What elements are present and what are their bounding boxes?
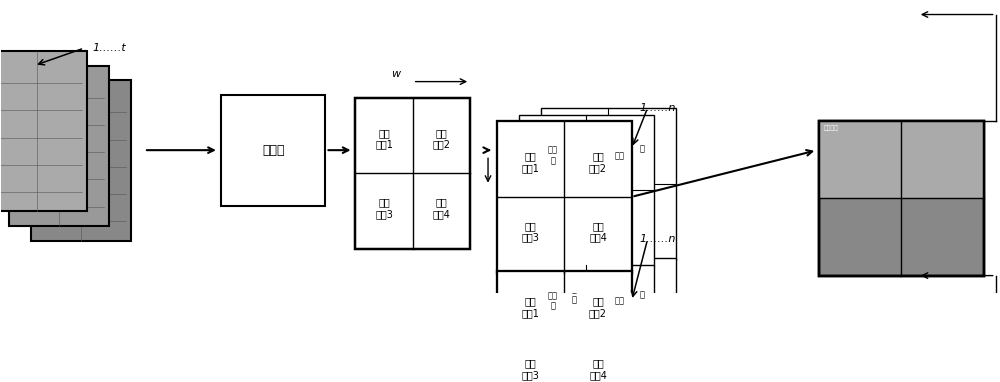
Bar: [9, 66, 109, 226]
Bar: [819, 121, 984, 275]
Text: 掩码
区块1: 掩码 区块1: [375, 128, 393, 149]
Text: 掩码
区块3: 掩码 区块3: [522, 221, 540, 243]
Text: 1……n: 1……n: [639, 234, 676, 244]
Text: 掩码
区块2: 掩码 区块2: [589, 151, 607, 173]
Bar: [497, 271, 632, 382]
Text: 差值图: 差值图: [262, 144, 284, 157]
Text: 掩码
区块4: 掩码 区块4: [589, 221, 607, 243]
Text: h: h: [496, 162, 504, 172]
Text: 1……n: 1……n: [639, 103, 676, 113]
Text: 掩码
区: 掩码 区: [548, 146, 558, 165]
Text: 掩码
区块1: 掩码 区块1: [522, 151, 540, 173]
Bar: [31, 80, 131, 241]
Bar: [819, 121, 984, 198]
Text: 掩码
区块3: 掩码 区块3: [375, 197, 393, 219]
Bar: [519, 115, 654, 266]
Bar: [355, 98, 470, 249]
Text: 掩码区域: 掩码区域: [824, 125, 839, 131]
Text: 图像
区块2: 图像 区块2: [589, 297, 607, 318]
Text: 图像
区块1: 图像 区块1: [522, 297, 540, 318]
Bar: [0, 51, 87, 211]
Text: 图像
区块4: 图像 区块4: [589, 358, 607, 380]
Text: 图像
区: 图像 区: [548, 291, 558, 311]
Text: 掩码: 掩码: [615, 151, 625, 160]
Text: 图
区: 图 区: [572, 285, 577, 304]
Text: 掩码
区块2: 掩码 区块2: [432, 128, 450, 149]
Text: 掩码
区块4: 掩码 区块4: [432, 197, 450, 219]
Text: 图像: 图像: [615, 296, 625, 306]
Bar: [497, 121, 632, 273]
Text: 掩: 掩: [639, 145, 644, 154]
Text: 掩
区: 掩 区: [572, 139, 577, 159]
Bar: [519, 265, 654, 382]
Text: 图像
区块3: 图像 区块3: [522, 358, 540, 380]
Bar: [541, 108, 676, 260]
Bar: [541, 258, 676, 382]
Bar: [221, 95, 325, 206]
Text: 1……t: 1……t: [92, 43, 126, 53]
Text: 图: 图: [639, 290, 644, 299]
Text: w: w: [391, 69, 400, 79]
Bar: [819, 121, 984, 275]
